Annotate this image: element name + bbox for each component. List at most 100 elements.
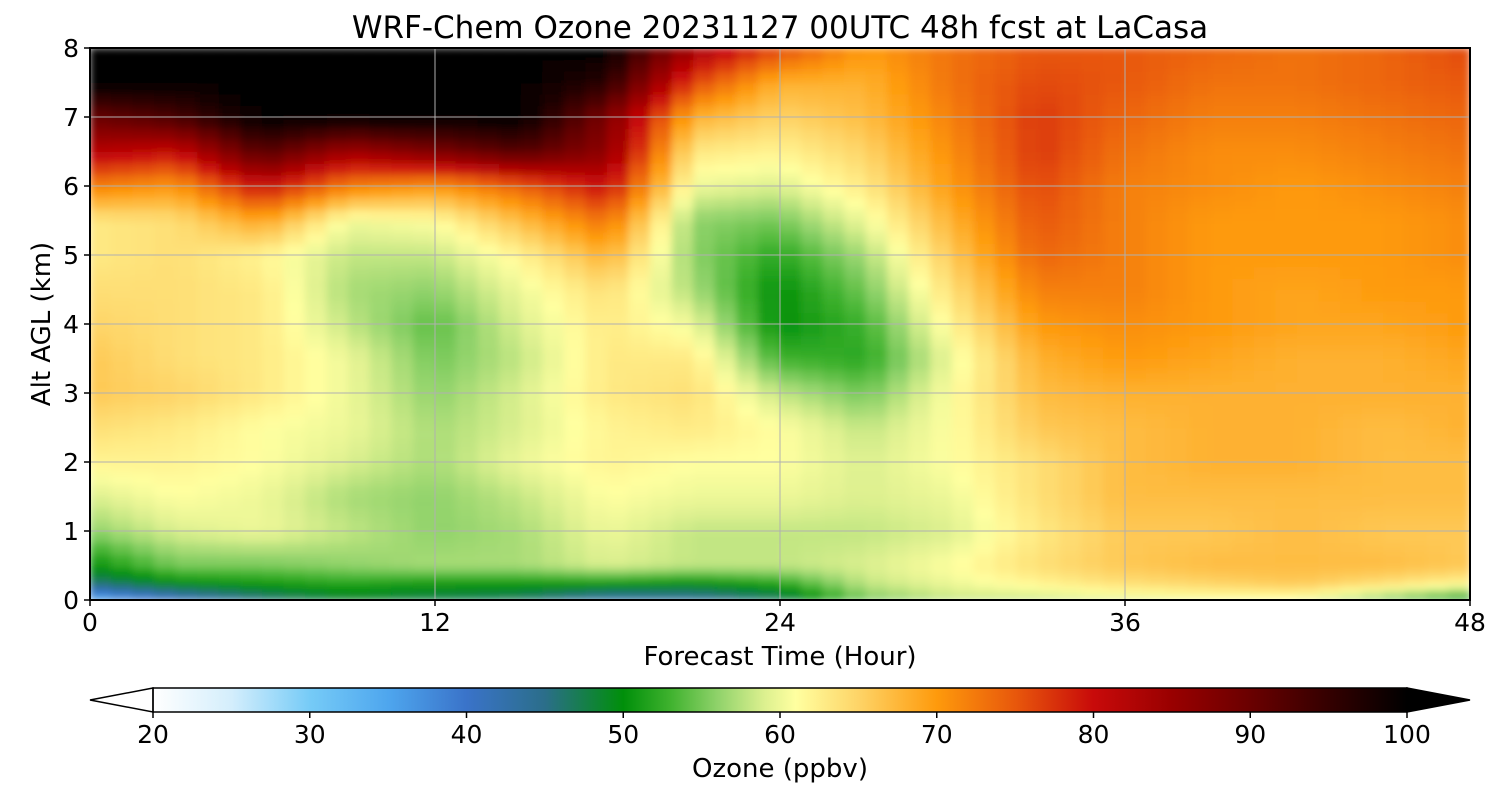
heatmap-cell bbox=[326, 530, 350, 544]
heatmap-cell bbox=[563, 518, 587, 532]
heatmap-cell bbox=[585, 185, 609, 199]
heatmap-cell bbox=[930, 162, 954, 176]
heatmap-cell bbox=[175, 219, 199, 233]
heatmap-cell bbox=[1210, 472, 1234, 486]
heatmap-cell bbox=[1016, 104, 1040, 118]
heatmap-cell bbox=[90, 265, 113, 279]
heatmap-cell bbox=[671, 484, 695, 498]
heatmap-cell bbox=[951, 570, 975, 578]
heatmap-cell bbox=[844, 593, 867, 600]
heatmap-cell bbox=[757, 484, 781, 498]
heatmap-cell bbox=[412, 587, 436, 595]
heatmap-cell bbox=[218, 472, 242, 486]
heatmap-cell bbox=[606, 265, 630, 279]
heatmap-cell bbox=[434, 392, 458, 406]
heatmap-cell bbox=[1361, 277, 1385, 291]
heatmap-cell bbox=[455, 346, 479, 360]
heatmap-cell bbox=[305, 185, 328, 199]
heatmap-cell bbox=[1038, 127, 1061, 141]
heatmap-cell bbox=[1189, 593, 1212, 600]
heatmap-cell bbox=[757, 461, 781, 475]
heatmap-cell bbox=[283, 449, 307, 463]
heatmap-cell bbox=[1318, 104, 1342, 118]
heatmap-cell bbox=[908, 530, 932, 544]
heatmap-cell bbox=[1404, 104, 1428, 118]
heatmap-cell bbox=[455, 323, 479, 337]
heatmap-cell bbox=[520, 70, 544, 84]
heatmap-cell bbox=[1102, 461, 1126, 475]
heatmap-cell bbox=[520, 530, 544, 544]
heatmap-cell bbox=[305, 449, 328, 463]
heatmap-cell bbox=[995, 162, 1018, 176]
heatmap-cell bbox=[305, 219, 328, 233]
heatmap-cell bbox=[1361, 116, 1385, 130]
heatmap-cell bbox=[973, 173, 997, 187]
heatmap-cell bbox=[1145, 553, 1169, 567]
heatmap-cell bbox=[779, 334, 803, 348]
heatmap-cell bbox=[1102, 288, 1126, 302]
heatmap-cell bbox=[1340, 288, 1363, 302]
heatmap-cell bbox=[800, 323, 824, 337]
heatmap-cell bbox=[369, 570, 393, 578]
heatmap-cell bbox=[1210, 288, 1234, 302]
heatmap-cell bbox=[348, 48, 371, 61]
heatmap-cell bbox=[1081, 461, 1105, 475]
heatmap-cell bbox=[542, 93, 565, 107]
heatmap-cell bbox=[1102, 219, 1126, 233]
heatmap-cell bbox=[951, 185, 975, 199]
heatmap-cell bbox=[412, 426, 436, 440]
heatmap-cell bbox=[865, 242, 889, 256]
heatmap-cell bbox=[1124, 334, 1148, 348]
heatmap-cell bbox=[908, 461, 932, 475]
heatmap-cell bbox=[520, 495, 544, 509]
heatmap-cell bbox=[218, 564, 242, 572]
heatmap-cell bbox=[283, 208, 307, 222]
heatmap-cell bbox=[930, 403, 954, 417]
heatmap-cell bbox=[1404, 380, 1428, 394]
heatmap-cell bbox=[1253, 277, 1277, 291]
heatmap-cell bbox=[412, 70, 436, 84]
heatmap-cell bbox=[326, 162, 350, 176]
heatmap-cell bbox=[887, 219, 910, 233]
heatmap-cell bbox=[261, 587, 285, 595]
heatmap-cell bbox=[283, 484, 307, 498]
heatmap-cell bbox=[800, 415, 824, 429]
heatmap-cell bbox=[110, 219, 134, 233]
heatmap-cell bbox=[477, 58, 501, 72]
heatmap-cell bbox=[865, 426, 889, 440]
heatmap-cell bbox=[1124, 484, 1148, 498]
heatmap-cell bbox=[240, 507, 264, 521]
heatmap-cell bbox=[1447, 288, 1470, 302]
heatmap-cell bbox=[305, 311, 328, 325]
heatmap-cell bbox=[757, 392, 781, 406]
heatmap-cell bbox=[1167, 196, 1191, 210]
heatmap-cell bbox=[779, 392, 803, 406]
heatmap-cell bbox=[434, 139, 458, 153]
heatmap-cell bbox=[455, 196, 479, 210]
y-tick-label: 8 bbox=[63, 34, 79, 63]
heatmap-cell bbox=[1059, 93, 1083, 107]
heatmap-cell bbox=[369, 553, 393, 567]
heatmap-cell bbox=[477, 139, 501, 153]
heatmap-cell bbox=[1383, 242, 1406, 256]
heatmap-cell bbox=[822, 173, 846, 187]
heatmap-cell bbox=[1383, 518, 1406, 532]
heatmap-cell bbox=[1167, 593, 1191, 600]
heatmap-cell bbox=[499, 541, 522, 555]
heatmap-cell bbox=[1167, 334, 1191, 348]
heatmap-cell bbox=[348, 139, 371, 153]
heatmap-cell bbox=[477, 48, 501, 61]
heatmap-cell bbox=[1016, 311, 1040, 325]
heatmap-cell bbox=[1383, 570, 1406, 578]
heatmap-cell bbox=[1296, 484, 1320, 498]
heatmap-cell bbox=[1426, 323, 1450, 337]
heatmap-cell bbox=[1275, 570, 1299, 578]
heatmap-cell bbox=[736, 461, 760, 475]
heatmap-cell bbox=[110, 369, 134, 383]
heatmap-cell bbox=[1426, 311, 1450, 325]
heatmap-cell bbox=[175, 127, 199, 141]
heatmap-cell bbox=[1016, 150, 1040, 164]
heatmap-cell bbox=[1275, 70, 1299, 84]
heatmap-cell bbox=[930, 185, 954, 199]
heatmap-cell bbox=[305, 380, 328, 394]
